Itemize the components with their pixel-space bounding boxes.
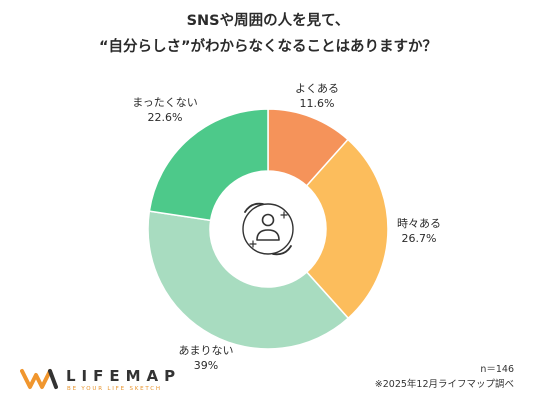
slice-label-mattaku-nai-name: まったくない [132, 96, 198, 109]
center-person-icon [242, 202, 294, 256]
sample-size: n＝146 [480, 364, 514, 375]
chart-title-line-1: SNSや周囲の人を見て、 [186, 13, 350, 29]
slice-label-yoku-aru: よくある 11.6% [292, 81, 342, 111]
chart-title: SNSや周囲の人を見て、 “自分らしさ”がわからなくなることはありますか？ [0, 8, 536, 60]
survey-note: ※2025年12月ライフマップ調べ [374, 379, 514, 390]
slice-label-yoku-aru-name: よくある [295, 82, 339, 95]
slice-label-yoku-aru-value: 11.6% [299, 97, 335, 110]
donut-slice-2 [305, 138, 389, 320]
chart-title-line-2: “自分らしさ”がわからなくなることはありますか？ [98, 39, 438, 55]
donut-slice-4 [148, 108, 269, 222]
lifemap-logo-text: LIFEMAP [66, 367, 182, 385]
slice-label-amari-nai-value: 39% [193, 359, 219, 372]
slice-label-mattaku-nai: まったくない 22.6% [130, 95, 200, 125]
lifemap-logo-tagline: BE YOUR LIFE SKETCH [67, 386, 162, 392]
slice-label-amari-nai: あまりない 39% [174, 343, 238, 373]
donut-slice-3 [147, 210, 350, 350]
slice-label-amari-nai-name: あまりない [178, 344, 234, 357]
slice-label-tokidoki-aru-name: 時々ある [397, 217, 441, 230]
slice-label-mattaku-nai-value: 22.6% [147, 111, 183, 124]
slice-label-tokidoki-aru-value: 26.7% [401, 232, 437, 245]
lifemap-logo-mark [20, 369, 58, 389]
slice-label-tokidoki-aru: 時々ある 26.7% [392, 216, 446, 246]
